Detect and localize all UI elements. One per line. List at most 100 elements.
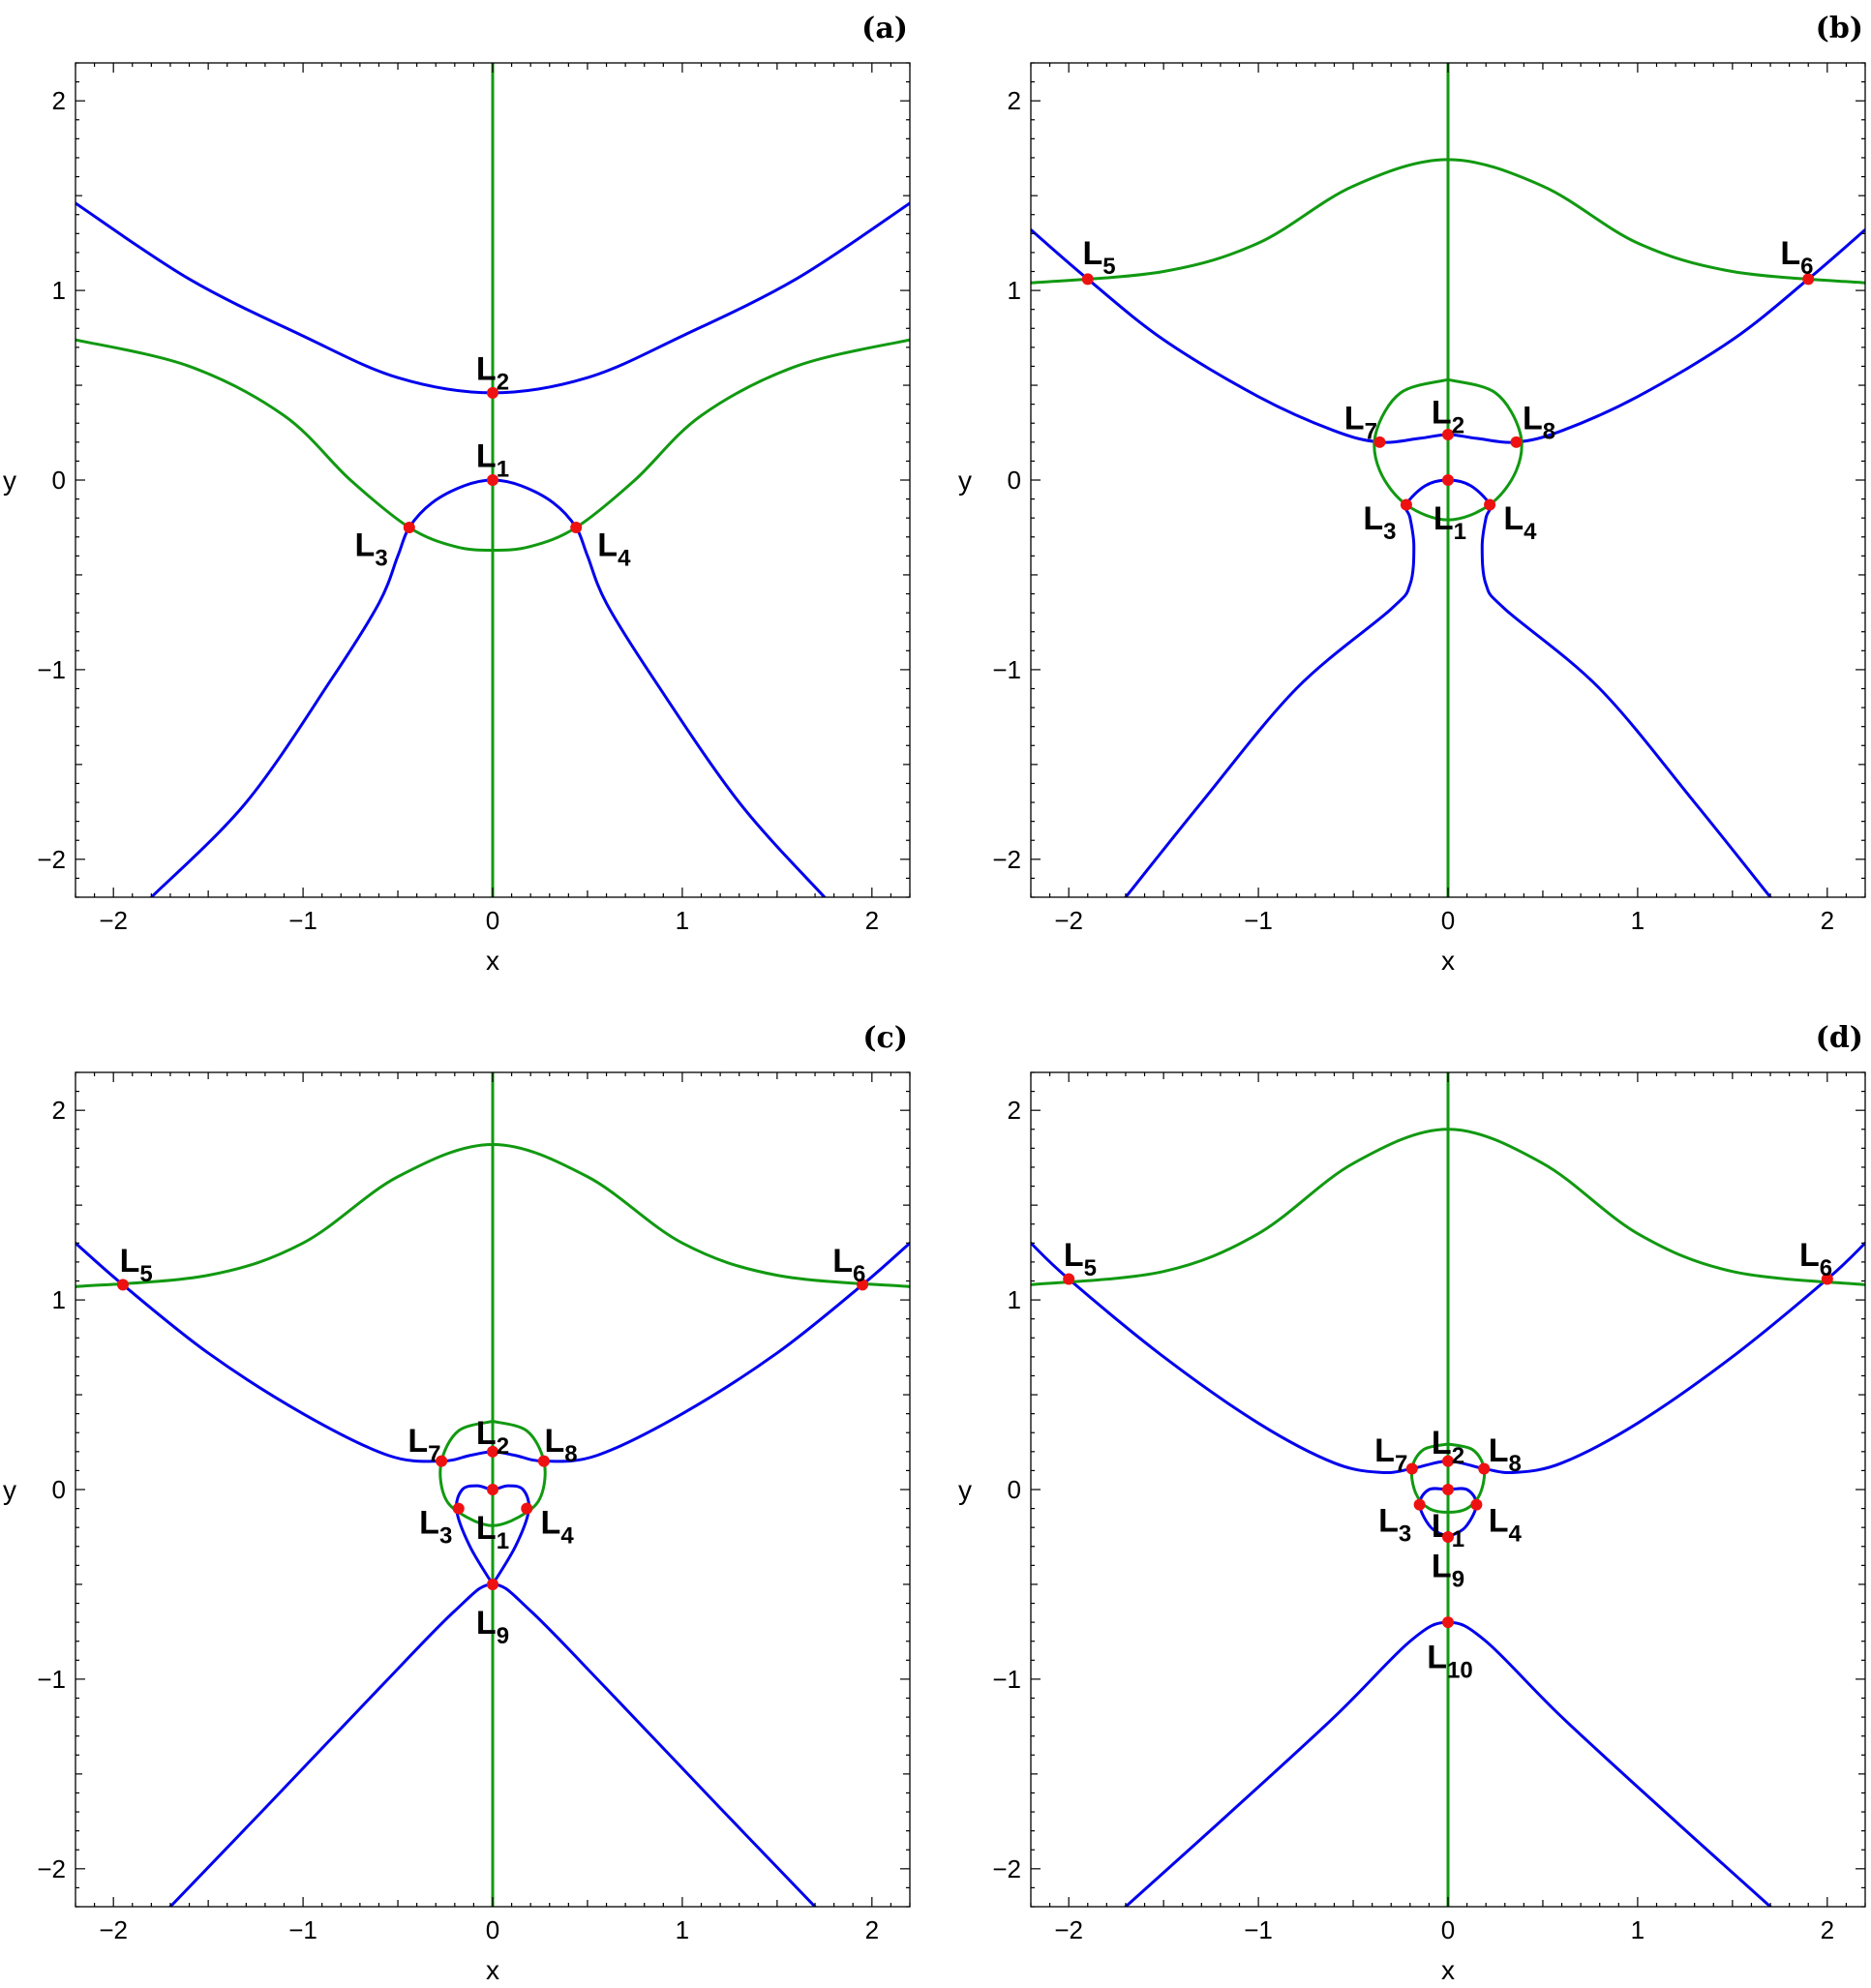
point-L3 — [403, 521, 415, 533]
x-axis-label: x — [1441, 946, 1455, 976]
point-label-main: L — [597, 527, 618, 564]
x-tick-label: 1 — [676, 906, 689, 935]
y-tick-label: 0 — [52, 466, 66, 495]
point-L8 — [1510, 436, 1523, 448]
point-label-main: L — [476, 438, 497, 475]
x-tick-label: 1 — [1631, 906, 1645, 935]
point-L2 — [1442, 1455, 1454, 1467]
x-tick-label: 0 — [486, 906, 499, 935]
point-label-subscript: 3 — [375, 546, 387, 572]
y-tick-label: 1 — [1008, 1285, 1021, 1314]
x-axis-label: x — [486, 946, 499, 976]
point-label-L10: L10 — [1427, 1639, 1472, 1683]
point-label-main: L — [1799, 1237, 1820, 1274]
point-label-main: L — [1374, 1432, 1395, 1469]
y-tick-label: −2 — [37, 1854, 66, 1883]
point-label-subscript: 2 — [1452, 1443, 1464, 1469]
point-label-subscript: 6 — [1800, 254, 1813, 280]
point-label-L1: L1 — [476, 438, 509, 483]
point-label-main: L — [1489, 1502, 1509, 1539]
point-label-main: L — [1489, 1432, 1509, 1469]
point-L8 — [1478, 1462, 1491, 1475]
point-label-main: L — [1433, 500, 1454, 537]
y-tick-label: −1 — [992, 655, 1021, 684]
point-label-main: L — [419, 1504, 439, 1541]
panel-label: (d) — [1816, 1021, 1863, 1055]
point-L4 — [570, 521, 583, 533]
point-label-subscript: 4 — [1524, 519, 1537, 545]
x-tick-label: 1 — [676, 1915, 689, 1944]
point-label-subscript: 3 — [439, 1522, 452, 1549]
point-label-subscript: 3 — [1383, 519, 1396, 545]
point-label-main: L — [1344, 400, 1365, 437]
y-axis-label: y — [958, 1475, 972, 1505]
point-L6 — [1821, 1273, 1833, 1285]
y-tick-label: −1 — [37, 655, 66, 684]
point-label-subscript: 6 — [853, 1261, 865, 1287]
point-label-subscript: 1 — [1454, 519, 1466, 545]
point-label-subscript: 2 — [497, 369, 509, 395]
point-label-L9: L9 — [1432, 1548, 1464, 1592]
point-label-L8: L8 — [544, 1423, 577, 1467]
point-L4 — [521, 1502, 533, 1515]
y-axis-label: y — [958, 466, 972, 496]
x-tick-label: 0 — [486, 1915, 499, 1944]
point-label-main: L — [476, 1415, 497, 1452]
y-axis-label: y — [3, 466, 16, 496]
point-L3 — [1413, 1498, 1426, 1511]
point-label-L3: L3 — [355, 527, 388, 572]
point-L6 — [1802, 273, 1815, 286]
point-L4 — [1484, 498, 1496, 511]
point-L1 — [487, 1484, 498, 1495]
x-axis-label: x — [486, 1955, 499, 1985]
point-label-main: L — [476, 350, 497, 387]
x-tick-label: −1 — [288, 1915, 317, 1944]
y-tick-label: −2 — [992, 845, 1021, 874]
point-label-main: L — [355, 527, 376, 564]
panel-label: (c) — [862, 1021, 908, 1055]
point-label-main: L — [1432, 394, 1452, 431]
point-label-main: L — [120, 1243, 140, 1280]
point-label-main: L — [541, 1504, 561, 1541]
y-tick-label: −2 — [992, 1854, 1021, 1883]
point-label-L5: L5 — [120, 1243, 153, 1287]
x-tick-label: 0 — [1441, 1915, 1455, 1944]
point-label-subscript: 8 — [1543, 418, 1555, 444]
point-label-L6: L6 — [1799, 1237, 1832, 1281]
point-label-L4: L4 — [597, 527, 631, 572]
point-L3 — [452, 1502, 465, 1515]
point-label-subscript: 4 — [560, 1522, 574, 1549]
point-label-L7: L7 — [1344, 400, 1377, 444]
point-label-L8: L8 — [1523, 400, 1555, 444]
point-label-main: L — [1427, 1639, 1447, 1675]
point-L5 — [116, 1279, 129, 1291]
point-label-main: L — [1082, 235, 1102, 272]
y-tick-label: 2 — [1008, 86, 1021, 115]
point-label-L2: L2 — [476, 350, 509, 395]
point-label-subscript: 4 — [1508, 1521, 1522, 1547]
point-L7 — [1405, 1462, 1418, 1475]
point-L7 — [436, 1455, 448, 1467]
point-label-L5: L5 — [1064, 1237, 1097, 1281]
point-L8 — [537, 1455, 550, 1467]
point-L9 — [487, 1578, 498, 1590]
y-tick-label: 2 — [1008, 1096, 1021, 1125]
point-label-main: L — [476, 1605, 497, 1642]
x-axis-label: x — [1441, 1955, 1455, 1985]
point-label-main: L — [1432, 1548, 1452, 1584]
panel-label: (a) — [861, 12, 908, 45]
point-L2 — [487, 386, 498, 399]
point-L1 — [1442, 474, 1454, 486]
x-tick-label: 1 — [1631, 1915, 1645, 1944]
point-label-L3: L3 — [1363, 500, 1396, 545]
y-tick-label: 1 — [52, 276, 66, 305]
point-label-subscript: 1 — [497, 1528, 509, 1554]
point-label-L4: L4 — [541, 1504, 575, 1549]
